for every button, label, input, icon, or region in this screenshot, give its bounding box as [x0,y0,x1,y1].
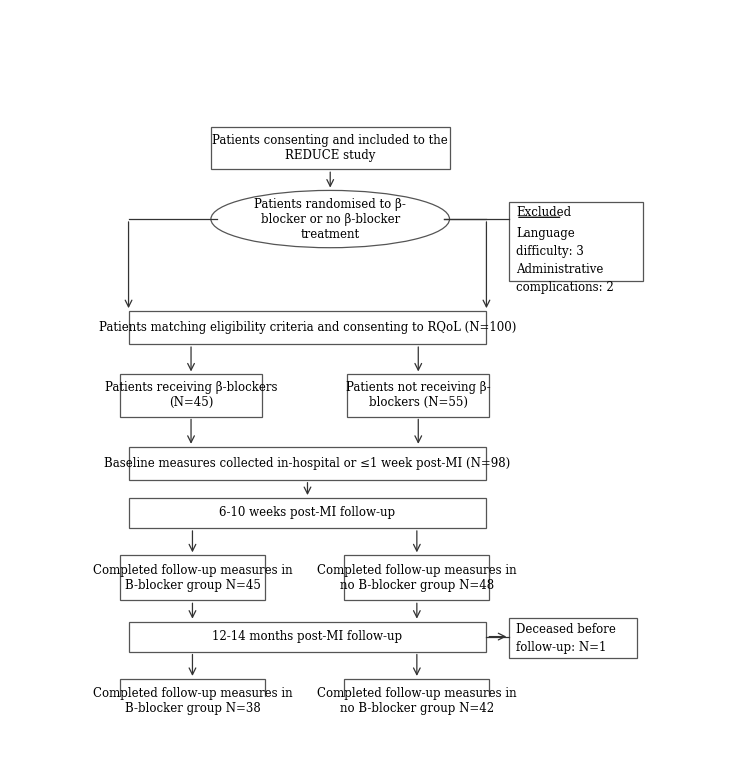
Text: Patients consenting and included to the
REDUCE study: Patients consenting and included to the … [213,134,448,162]
FancyBboxPatch shape [347,374,490,417]
FancyBboxPatch shape [211,127,449,169]
Text: Patients randomised to β-
blocker or no β-blocker
treatment: Patients randomised to β- blocker or no … [254,197,406,240]
FancyBboxPatch shape [509,203,643,281]
Text: Completed follow-up measures in
B-blocker group N=45: Completed follow-up measures in B-blocke… [92,564,292,592]
Text: Deceased before
follow-up: N=1: Deceased before follow-up: N=1 [516,622,616,654]
Text: Completed follow-up measures in
no B-blocker group N=48: Completed follow-up measures in no B-blo… [317,564,517,592]
Ellipse shape [211,190,449,247]
Text: Completed follow-up measures in
no B-blocker group N=42: Completed follow-up measures in no B-blo… [317,687,517,716]
FancyBboxPatch shape [345,679,490,724]
FancyBboxPatch shape [128,622,487,651]
FancyBboxPatch shape [128,498,487,528]
Text: Patients not receiving β-
blockers (N=55): Patients not receiving β- blockers (N=55… [346,381,490,410]
FancyBboxPatch shape [128,311,487,345]
Text: Patients receiving β-blockers
(N=45): Patients receiving β-blockers (N=45) [105,381,277,410]
Text: 6-10 weeks post-MI follow-up: 6-10 weeks post-MI follow-up [219,507,396,519]
Text: Baseline measures collected in-hospital or ≤1 week post-MI (N=98): Baseline measures collected in-hospital … [104,456,511,470]
FancyBboxPatch shape [509,619,637,658]
Text: Completed follow-up measures in
B-blocker group N=38: Completed follow-up measures in B-blocke… [92,687,292,716]
Text: Language
difficulty: 3
Administrative
complications: 2: Language difficulty: 3 Administrative co… [516,227,614,294]
FancyBboxPatch shape [120,555,265,601]
FancyBboxPatch shape [128,446,487,480]
FancyBboxPatch shape [120,374,262,417]
FancyBboxPatch shape [345,555,490,601]
FancyBboxPatch shape [120,679,265,724]
Text: Patients matching eligibility criteria and consenting to RQoL (N=100): Patients matching eligibility criteria a… [99,321,516,334]
Text: 12-14 months post-MI follow-up: 12-14 months post-MI follow-up [213,630,402,643]
Text: Excluded: Excluded [516,206,571,219]
